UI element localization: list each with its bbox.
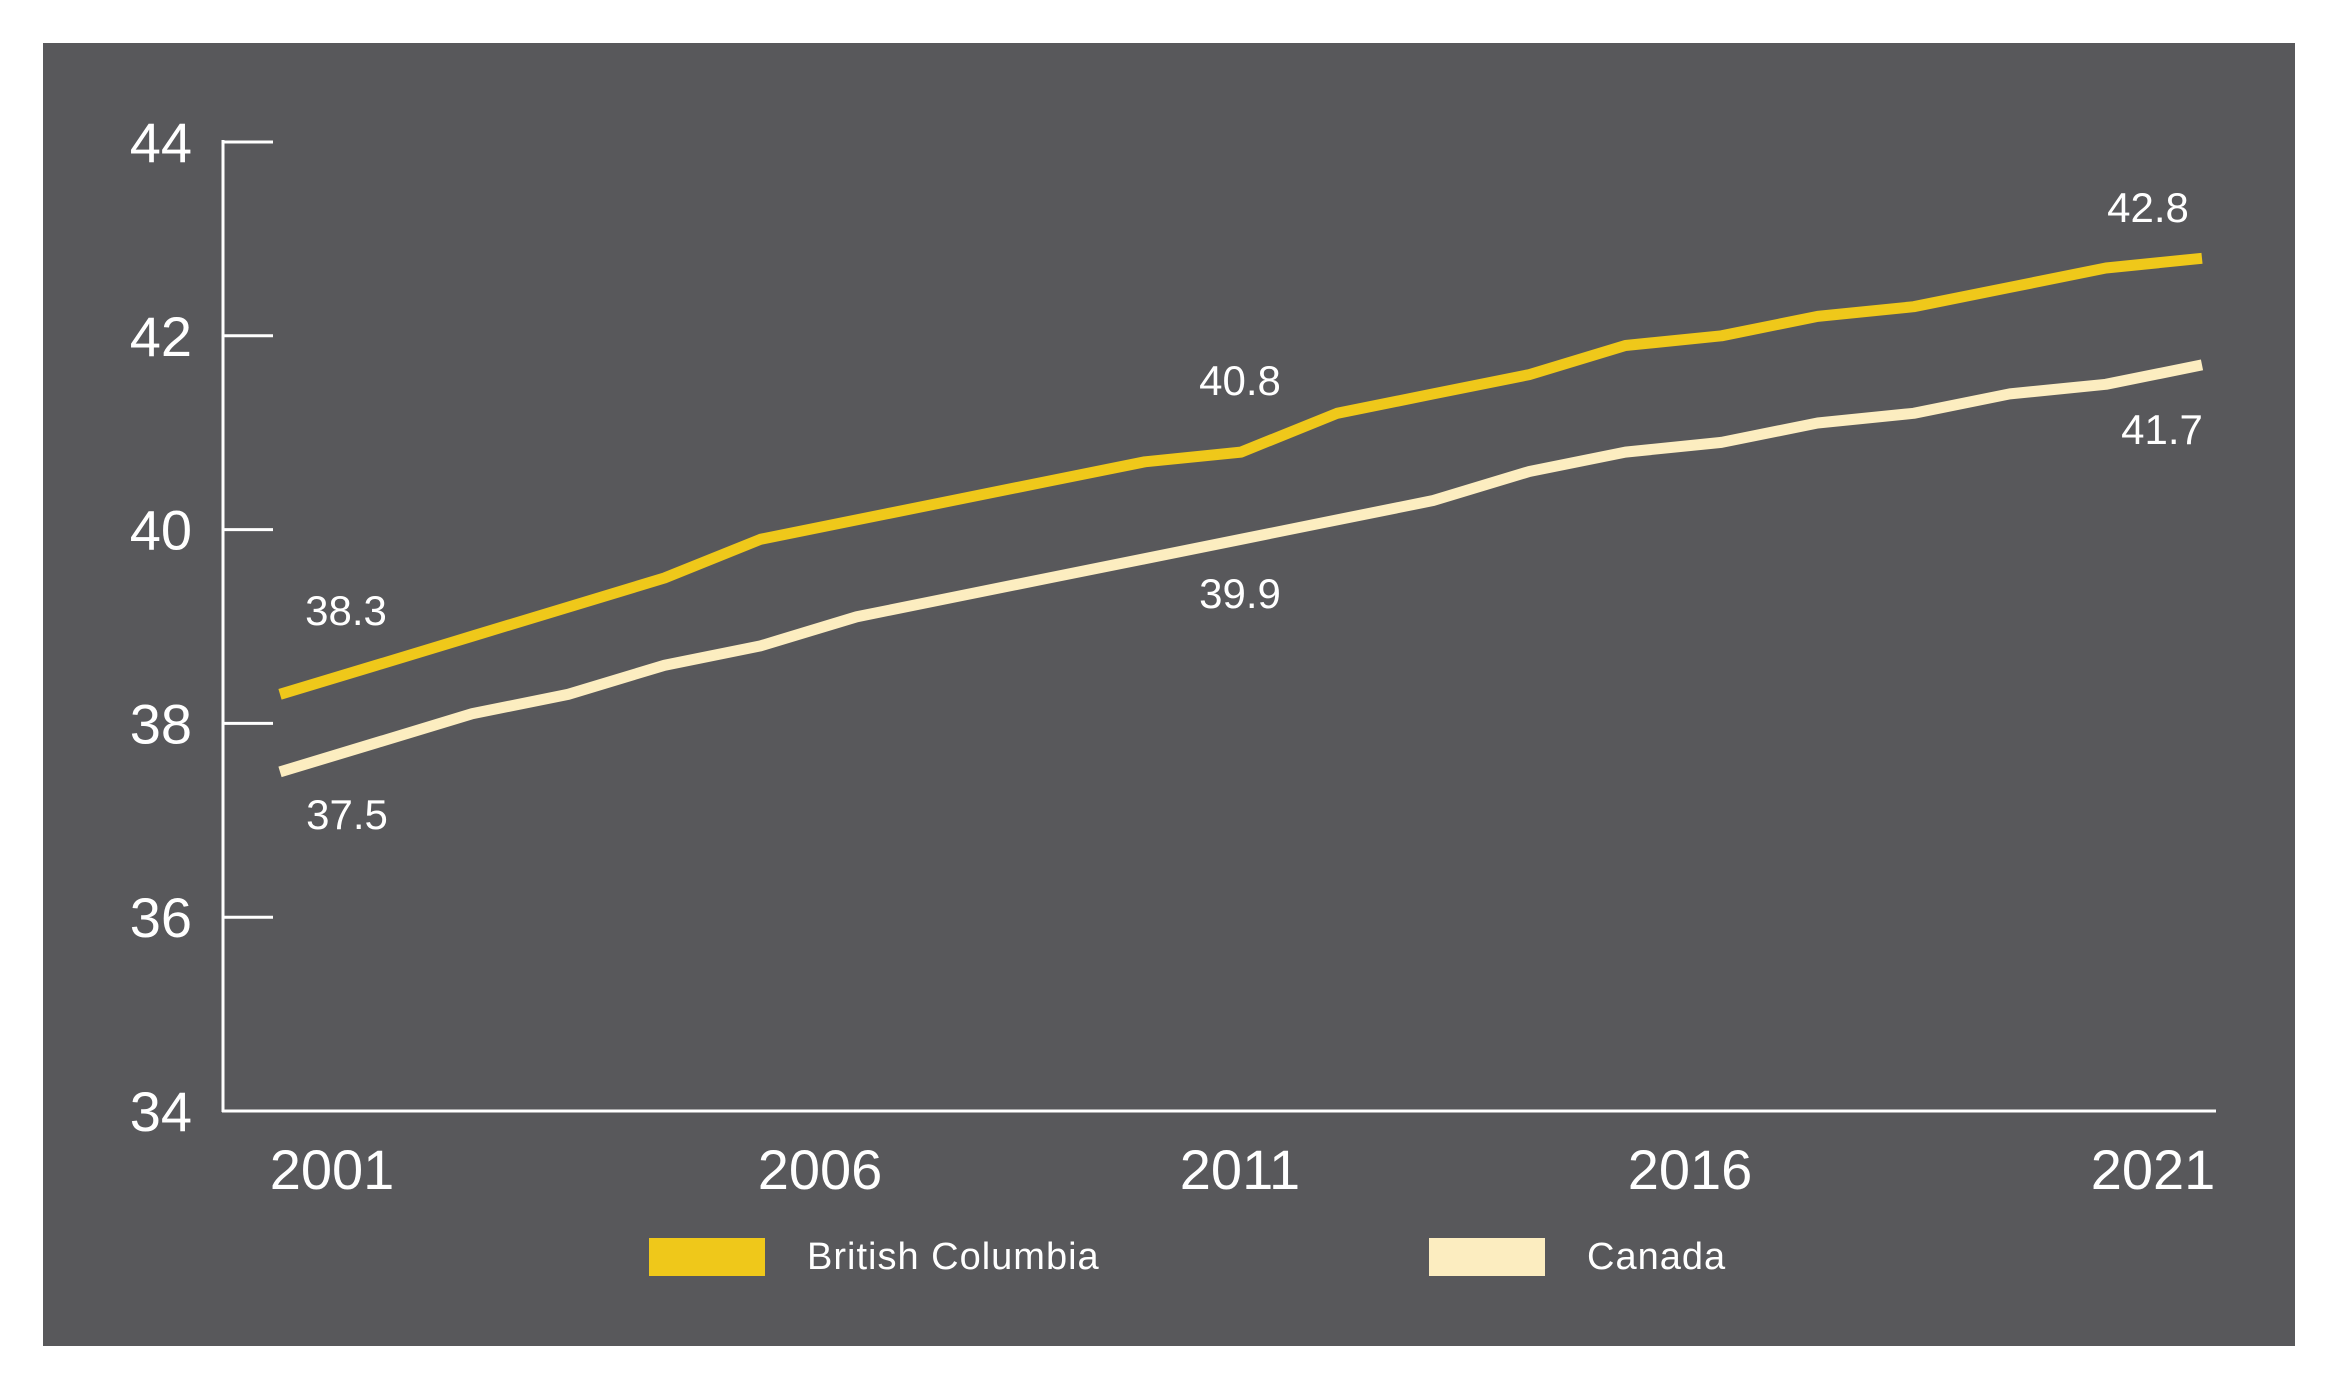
- legend-swatch-bc: [649, 1238, 765, 1276]
- legend-swatch-canada: [1429, 1238, 1545, 1276]
- x-tick-label: 2016: [1628, 1138, 1753, 1201]
- y-axis: 44 42 40 38 36 34: [130, 111, 273, 1143]
- data-label: 39.9: [1199, 570, 1281, 617]
- series-layer: [278, 252, 2204, 778]
- y-tick-label: 42: [130, 305, 192, 368]
- x-tick-label: 2006: [758, 1138, 883, 1201]
- x-axis: 2001 2006 2011 2016 2021: [222, 1109, 2216, 1201]
- data-labels: 38.3 37.5 40.8 39.9 42.8 41.7: [305, 184, 2203, 838]
- legend-label: Canada: [1587, 1235, 1727, 1278]
- x-tick-label: 2011: [1180, 1138, 1300, 1201]
- legend-item-british-columbia[interactable]: British Columbia: [649, 1235, 1100, 1278]
- data-label: 38.3: [305, 587, 387, 634]
- legend-item-canada[interactable]: Canada: [1429, 1235, 1727, 1278]
- y-tick-label: 34: [130, 1080, 192, 1143]
- chart-panel: [43, 43, 2295, 1346]
- x-tick-label: 2001: [270, 1138, 395, 1201]
- y-tick-label: 38: [130, 692, 192, 755]
- data-label: 41.7: [2121, 406, 2203, 453]
- data-label: 42.8: [2107, 184, 2189, 231]
- y-tick-label: 44: [130, 111, 192, 174]
- y-tick-label: 40: [130, 499, 192, 562]
- x-tick-label: 2021: [2091, 1138, 2216, 1201]
- data-label: 37.5: [306, 791, 388, 838]
- series-line-british-columbia[interactable]: [278, 252, 2203, 700]
- data-label: 40.8: [1199, 357, 1281, 404]
- legend-label: British Columbia: [807, 1235, 1100, 1278]
- y-tick-label: 36: [130, 886, 192, 949]
- legend: British Columbia Canada: [0, 1235, 2334, 1278]
- series-line-canada[interactable]: [278, 359, 2204, 778]
